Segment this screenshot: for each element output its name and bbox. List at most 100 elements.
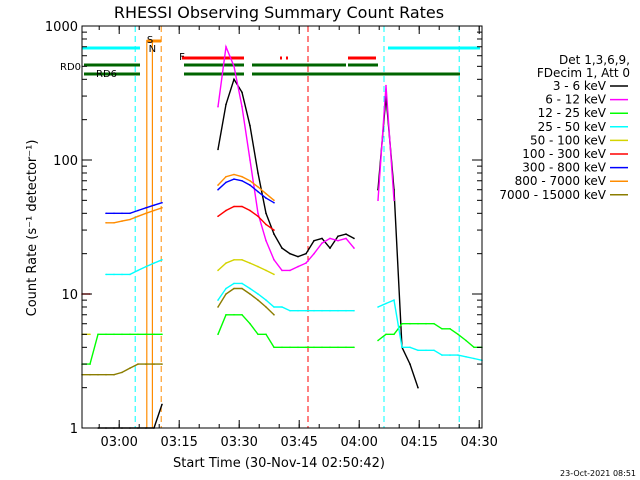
series-point [265, 299, 267, 301]
series-point [265, 269, 267, 272]
x-tick-label: 04:15 [400, 435, 437, 450]
x-tick-label: 03:00 [100, 435, 137, 450]
series-point [161, 403, 163, 406]
series-point [129, 212, 131, 215]
series-point [257, 299, 259, 301]
series-point [465, 356, 467, 358]
series-point [257, 333, 259, 336]
series-line [106, 207, 163, 224]
series-point [345, 233, 347, 235]
series-point [137, 269, 139, 272]
series-point [297, 309, 299, 312]
series-point [129, 367, 131, 369]
series-line [217, 259, 275, 276]
series-point [257, 172, 259, 174]
series-point [289, 252, 291, 255]
series-point [265, 212, 267, 215]
series-8 [81, 287, 275, 376]
series-point [249, 287, 251, 290]
legend-entry-label: 50 - 100 keV [530, 133, 607, 147]
series-point [273, 306, 275, 308]
series-point [137, 215, 139, 218]
series-point [241, 282, 243, 285]
series-point [233, 314, 235, 316]
series-point [225, 46, 227, 48]
series-point [105, 373, 107, 376]
x-tick-label: 04:30 [460, 435, 497, 450]
y-axis: 1 10 100 1000 [45, 20, 482, 437]
series-point [409, 322, 411, 325]
series-point [241, 314, 243, 316]
series-point [129, 218, 131, 221]
series-point [217, 306, 219, 308]
x-axis-label: Start Time (30-Nov-14 02:50:42) [173, 456, 385, 471]
series-point [265, 197, 267, 199]
series-point [233, 178, 235, 180]
series-point [217, 148, 219, 151]
series-point [377, 339, 379, 342]
series-point [409, 363, 411, 365]
series-line [217, 178, 275, 204]
series-point [297, 265, 299, 268]
legend-entry-label: 100 - 300 keV [522, 147, 606, 161]
legend-entry-label: 25 - 50 keV [538, 120, 607, 134]
series-point [241, 259, 243, 261]
series-point [217, 269, 219, 272]
series-point [249, 322, 251, 325]
series-point [273, 346, 275, 349]
legend-entry-label: 3 - 6 keV [553, 79, 607, 93]
series-point [233, 282, 235, 285]
series-point [289, 346, 291, 349]
series-point [129, 333, 131, 336]
series-point [249, 184, 251, 186]
series-point [321, 242, 323, 244]
series-point [377, 199, 379, 202]
series-3 [105, 259, 483, 362]
annotation-label-rd0: RD0 [60, 62, 81, 73]
series-point [241, 287, 243, 290]
series-point [137, 209, 139, 212]
series-7 [105, 173, 275, 224]
series-point [449, 328, 451, 330]
series-point [217, 184, 219, 186]
series-point [257, 186, 259, 188]
series-point [393, 199, 395, 202]
series-line [106, 202, 163, 215]
series-point [233, 65, 235, 68]
series-point [241, 105, 243, 108]
series-point [273, 233, 275, 235]
series-point [217, 188, 219, 191]
series-point [113, 273, 115, 276]
series-point [441, 354, 443, 356]
series-point [233, 205, 235, 208]
legend-entry-label: 12 - 25 keV [538, 106, 607, 120]
y-tick-label: 1 [70, 422, 78, 437]
series-point [257, 265, 259, 268]
series-point [273, 201, 275, 204]
series-point [145, 265, 147, 268]
series-point [329, 247, 331, 249]
legend-entry-label: 7000 - 15000 keV [499, 188, 606, 202]
series-point [353, 247, 355, 249]
annotation-bars: RD0 RD6 SN F [60, 26, 480, 428]
x-axis: 03:00 03:15 03:30 03:45 04:00 04:15 04:30 [98, 26, 498, 450]
series-point [257, 293, 259, 295]
series-point [249, 159, 251, 161]
annotation-label-s: S [147, 35, 153, 46]
series-point [153, 204, 155, 206]
series-point [161, 363, 163, 365]
series-line [377, 323, 482, 348]
series-point [345, 237, 347, 240]
series-point [449, 354, 451, 356]
series-point [89, 373, 91, 376]
series-point [241, 205, 243, 208]
series-1 [217, 44, 395, 272]
series-point [321, 237, 323, 240]
series-point [353, 309, 355, 312]
plot-frame [81, 25, 483, 429]
series-point [321, 309, 323, 312]
series-point [241, 175, 243, 178]
x-tick-label: 04:00 [340, 435, 377, 450]
series-point [297, 346, 299, 349]
